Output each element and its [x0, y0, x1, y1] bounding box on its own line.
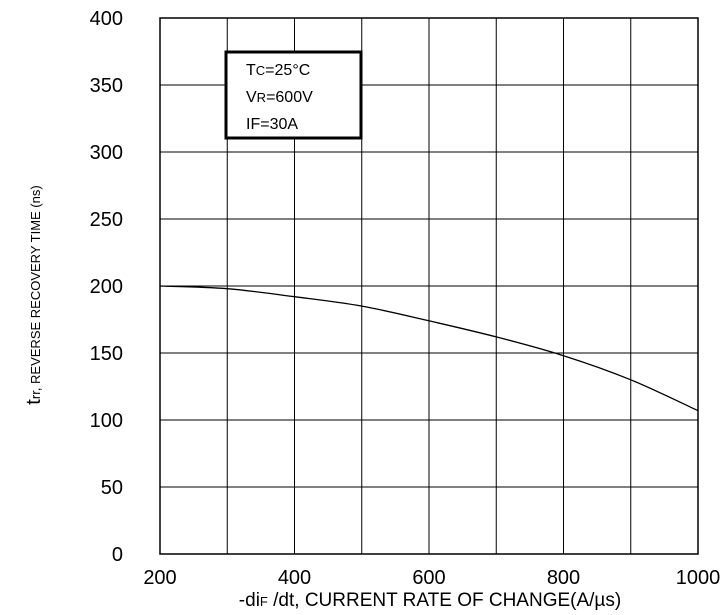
- plot-border: [159, 17, 699, 555]
- series-curve: [159, 285, 699, 412]
- annotation-line-3: IF=30A: [246, 116, 298, 133]
- y-tick-label: 300: [90, 142, 123, 164]
- y-tick-label: 50: [101, 477, 123, 499]
- annotation-line-2: VR=600V: [246, 89, 313, 106]
- y-tick-label: 250: [90, 209, 123, 231]
- x-tick-label: 200: [143, 567, 176, 589]
- x-tick-label: 1000: [676, 567, 721, 589]
- x-tick-label: 800: [547, 567, 580, 589]
- y-axis-label: trr, REVERSE RECOVERY TIME (ns): [23, 185, 45, 404]
- y-tick-label: 150: [90, 343, 123, 365]
- annotation-line-1: TC=25°C: [246, 62, 310, 79]
- annotation-box: TC=25°C VR=600V IF=30A: [224, 50, 363, 140]
- y-tick-label: 100: [90, 410, 123, 432]
- tick-labels: 200 400 600 800 1000 0 50 100 150 200 250 300 350 400: [90, 8, 721, 589]
- x-tick-label: 400: [278, 567, 311, 589]
- x-axis-label: -diF /dt, CURRENT RATE OF CHANGE(A/µs): [239, 590, 621, 611]
- y-tick-label: 0: [112, 544, 123, 566]
- x-tick-label: 600: [412, 567, 445, 589]
- y-tick-label: 350: [90, 75, 123, 97]
- y-tick-label: 200: [90, 276, 123, 298]
- y-tick-label: 400: [90, 8, 123, 30]
